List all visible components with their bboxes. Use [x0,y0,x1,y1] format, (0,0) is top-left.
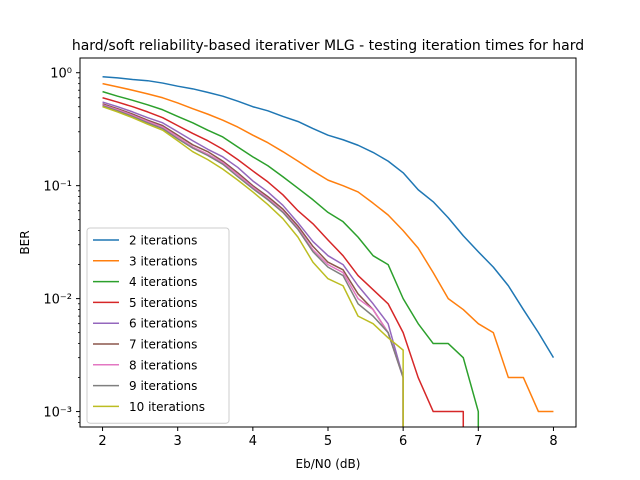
x-tick-label: 5 [324,434,332,449]
legend-label: 9 iterations [129,379,197,393]
x-tick-label: 4 [249,434,257,449]
series-line-1 [102,76,555,359]
x-tick-label: 8 [549,434,557,449]
y-tick-label: 10⁻¹ [43,180,72,195]
legend-label: 6 iterations [129,317,197,331]
series-line-6 [102,103,404,427]
legend-label: 10 iterations [129,400,205,414]
x-tick-label: 7 [474,434,482,449]
series-line-7 [102,104,404,427]
plot-lines [102,76,555,427]
legend-label: 3 iterations [129,254,197,268]
series-line-8 [102,105,404,427]
y-tick-label: 10⁻³ [43,406,72,421]
series-line-3 [102,90,480,427]
series-line-2 [102,82,554,413]
x-tick-label: 6 [399,434,407,449]
x-axis: 2 3 4 5 6 7 8 [98,427,558,449]
y-tick-label: 10⁰ [50,67,72,82]
series-line-9 [102,106,404,427]
legend-label: 8 iterations [129,358,197,372]
legend: 2 iterations 3 iterations 4 iterations 5 it… [86,227,230,424]
legend-label: 5 iterations [129,296,197,310]
y-axis: 10⁻³ 10⁻² 10⁻¹ 10⁰ [43,67,80,423]
y-axis-label: BER [18,230,32,254]
legend-label: 2 iterations [129,234,197,248]
legend-label: 4 iterations [129,275,197,289]
chart-title: hard/soft reliability-based iterativer M… [72,38,584,54]
x-axis-label: Eb/N0 (dB) [296,457,361,471]
legend-box [86,227,230,424]
legend-label: 7 iterations [129,338,197,352]
x-tick-label: 3 [174,434,182,449]
series-line-5 [102,101,404,427]
y-tick-label: 10⁻² [43,293,72,308]
x-tick-label: 2 [98,434,106,449]
series-line-4 [102,97,465,427]
